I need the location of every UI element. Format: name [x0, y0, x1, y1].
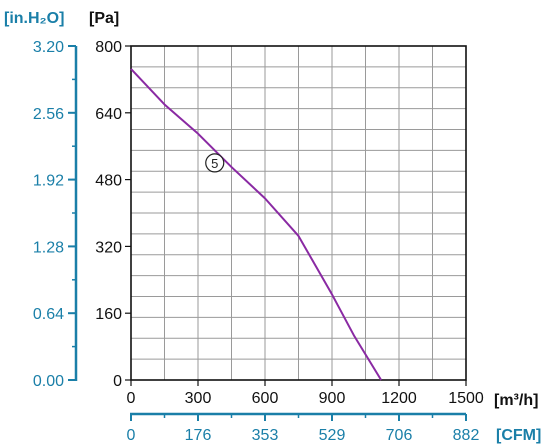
plot-frame	[130, 45, 467, 381]
curve-layer: 5	[130, 68, 382, 381]
y-tick-label: 800	[95, 39, 122, 56]
y2-tick-label: 0.00	[33, 373, 64, 390]
y-tick-label: 160	[95, 306, 122, 323]
curve-label: 5	[211, 156, 218, 171]
x2-unit-label: [CFM]	[496, 427, 541, 444]
x-tick-label: 900	[319, 390, 346, 407]
y2-tick-label: 1.28	[33, 239, 64, 256]
x2-tick-label: 0	[127, 427, 136, 444]
y-tick-label: 480	[95, 173, 122, 190]
y2-tick-label: 1.92	[33, 173, 64, 190]
secondary-x-axis: 0 176 353 529 706 882	[127, 412, 480, 444]
x-tick-label: 1200	[381, 390, 417, 407]
y2-unit-label: [in.H₂O]	[4, 10, 64, 27]
fan-curve-line	[130, 68, 382, 381]
y-tick-label: 0	[113, 373, 122, 390]
y2-tick-label: 0.64	[33, 306, 64, 323]
x2-tick-label: 706	[386, 427, 413, 444]
y-tick-label: 320	[95, 239, 122, 256]
grid	[131, 46, 466, 380]
curve-label-circle	[205, 153, 225, 173]
x-tick-label: 1500	[448, 390, 484, 407]
y2-tick-label: 3.20	[33, 39, 64, 56]
x-tick-label: 300	[185, 390, 212, 407]
x2-tick-label: 529	[319, 427, 346, 444]
y-unit-label: [Pa]	[89, 10, 119, 27]
x-tick-label: 600	[252, 390, 279, 407]
tick-labels: 0 160 320 480 640 800 0 300 600 900 1200 1500	[95, 39, 484, 407]
y2-tick-label: 2.56	[33, 106, 64, 123]
x2-tick-label: 353	[252, 427, 279, 444]
secondary-y-axis: 0.00 0.64 1.28 1.92 2.56 3.20	[33, 39, 78, 390]
x-tick-label: 0	[127, 390, 136, 407]
x2-tick-label: 176	[185, 427, 212, 444]
x-unit-label: [m³/h]	[494, 392, 538, 409]
x2-tick-label: 882	[453, 427, 480, 444]
y-tick-label: 640	[95, 106, 122, 123]
